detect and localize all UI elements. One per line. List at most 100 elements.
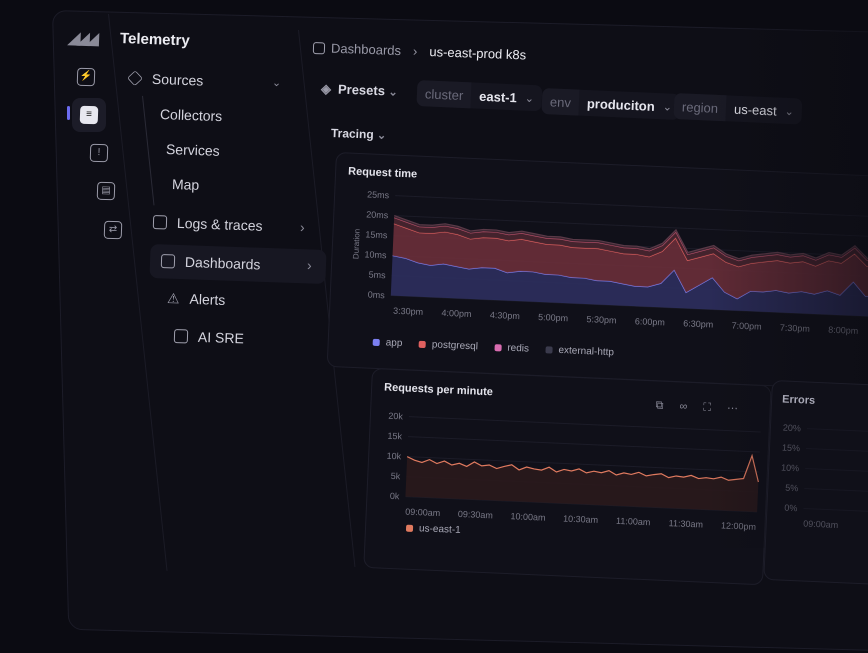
label: AI SRE [197, 328, 245, 347]
swatch [372, 338, 380, 347]
errors-panel: Errors 0% 5% 10% 15% 20% 09:00am [763, 380, 868, 586]
filter-value: east-1 [478, 88, 518, 105]
expand-icon[interactable]: ⛶ [703, 401, 712, 414]
presets-dropdown[interactable]: ◈ Presets ⌄ [321, 81, 398, 100]
gridline [804, 488, 868, 494]
filter-key: cluster [416, 80, 472, 109]
rail-item-traces[interactable]: ≡ [72, 98, 106, 132]
app-title: Telemetry [119, 30, 191, 50]
legend: us-east-1 [405, 519, 473, 540]
sidebar-item-ai-sre[interactable]: AI SRE [173, 328, 245, 347]
filter-value: us-east [733, 101, 778, 118]
y-tick-label: 5k [391, 471, 401, 481]
panel-title: Requests per minute [383, 381, 494, 399]
label: external-http [558, 344, 615, 359]
filter-key: env [541, 88, 580, 116]
label: Dashboards [184, 253, 261, 273]
label: postgresql [431, 339, 479, 353]
x-tick-label: 4:00pm [441, 308, 471, 319]
gridline [803, 507, 868, 514]
breadcrumb-separator: › [412, 43, 418, 59]
sliders-icon[interactable]: ⇄ [103, 220, 123, 240]
label: app [385, 337, 403, 350]
gridline [408, 416, 761, 433]
y-tick-label: 5ms [368, 270, 386, 281]
filter-value: produciton [586, 95, 656, 114]
sidebar-item-alerts[interactable]: ⚠ Alerts [167, 290, 226, 309]
swatch [494, 344, 502, 352]
tracing-dropdown[interactable]: Tracing ⌄ [331, 126, 387, 142]
y-tick-label: 25ms [367, 189, 390, 200]
area-us-east-1 [405, 455, 759, 512]
sidebar-item-dashboards[interactable]: Dashboards [160, 253, 261, 273]
legend-item-external-http[interactable]: external-http [545, 344, 614, 358]
swatch [418, 340, 426, 349]
gridline [805, 468, 868, 474]
layers-icon: ◈ [320, 81, 332, 97]
more-icon[interactable]: ⋯ [726, 402, 739, 415]
sidebar-item-map[interactable]: Map [171, 176, 200, 193]
bolt-icon[interactable]: ⚡ [76, 67, 96, 87]
alert-box-icon[interactable]: ! [89, 143, 109, 163]
x-tick-label: 3:30pm [393, 306, 423, 317]
x-tick-label: 12:00pm [721, 520, 756, 532]
cluster-filter[interactable]: cluster east-1 ⌄ [416, 80, 543, 112]
label: Tracing [330, 126, 374, 142]
breadcrumb-parent[interactable]: Dashboards [330, 40, 402, 59]
x-tick-label: 11:30am [668, 518, 703, 529]
filter-key: region [673, 93, 727, 122]
y-tick-label: 20% [783, 423, 801, 434]
chevron-down-icon: ⌄ [524, 92, 535, 105]
database-icon[interactable]: ▤ [96, 181, 116, 201]
legend-item-us-east-1[interactable]: us-east-1 [405, 523, 461, 537]
panel-title: Errors [781, 393, 816, 407]
sidebar-item-sources[interactable]: Sources [127, 70, 204, 89]
chevron-right-icon: › [306, 257, 312, 274]
chat-icon [173, 329, 189, 344]
line-us-east-1 [406, 453, 759, 483]
y-tick-label: 15% [782, 443, 800, 454]
errors-chart: 0% 5% 10% 15% 20% 09:00am [781, 423, 868, 530]
chevron-down-icon[interactable]: ⌄ [271, 77, 282, 90]
terminal-icon [152, 215, 168, 230]
cube-icon [127, 70, 143, 87]
chevron-down-icon: ⌄ [388, 86, 398, 99]
dashboard-icon [312, 42, 326, 55]
x-tick-label: 8:00pm [828, 325, 858, 336]
legend-item-redis[interactable]: redis [494, 342, 529, 355]
chevron-down-icon: ⌄ [784, 105, 795, 118]
region-filter[interactable]: region us-east ⌄ [673, 93, 803, 125]
y-axis-label: Duration [351, 229, 361, 260]
label: us-east-1 [418, 523, 461, 537]
active-indicator [67, 106, 70, 120]
sidebar-item-collectors[interactable]: Collectors [159, 106, 223, 125]
y-tick-label: 20ms [366, 209, 389, 220]
gridline [806, 448, 868, 454]
x-tick-label: 5:00pm [538, 312, 568, 323]
y-tick-label: 10ms [364, 249, 387, 260]
swatch [405, 524, 414, 532]
swatch [545, 346, 553, 354]
y-tick-label: 20k [388, 411, 403, 422]
request-time-panel: Request time 0ms 5ms 10ms 15ms 20ms 25ms 3:30p… [326, 152, 868, 392]
explore-icon[interactable]: ⧉ [655, 399, 664, 412]
gridline [408, 436, 760, 453]
legend-item-app[interactable]: app [372, 337, 403, 350]
label: Sources [151, 70, 204, 89]
x-tick-label: 10:00am [510, 511, 545, 523]
legend-item-postgresql[interactable]: postgresql [418, 339, 479, 353]
y-tick-label: 5% [785, 483, 798, 494]
x-tick-label: 09:00am [405, 507, 440, 519]
x-tick-label: 7:30pm [780, 323, 810, 334]
x-tick-label: 11:00am [616, 516, 651, 527]
label: Alerts [189, 290, 226, 309]
x-tick-label: 5:30pm [586, 314, 616, 325]
x-tick-label: 4:30pm [490, 310, 520, 321]
link-icon[interactable]: ∞ [679, 400, 688, 413]
x-tick-label: 6:00pm [635, 316, 665, 327]
gridline [806, 428, 868, 434]
y-tick-label: 0ms [368, 290, 386, 301]
warning-icon: ⚠ [166, 290, 180, 307]
chevron-right-icon: › [299, 219, 305, 236]
sidebar-item-services[interactable]: Services [165, 141, 220, 159]
